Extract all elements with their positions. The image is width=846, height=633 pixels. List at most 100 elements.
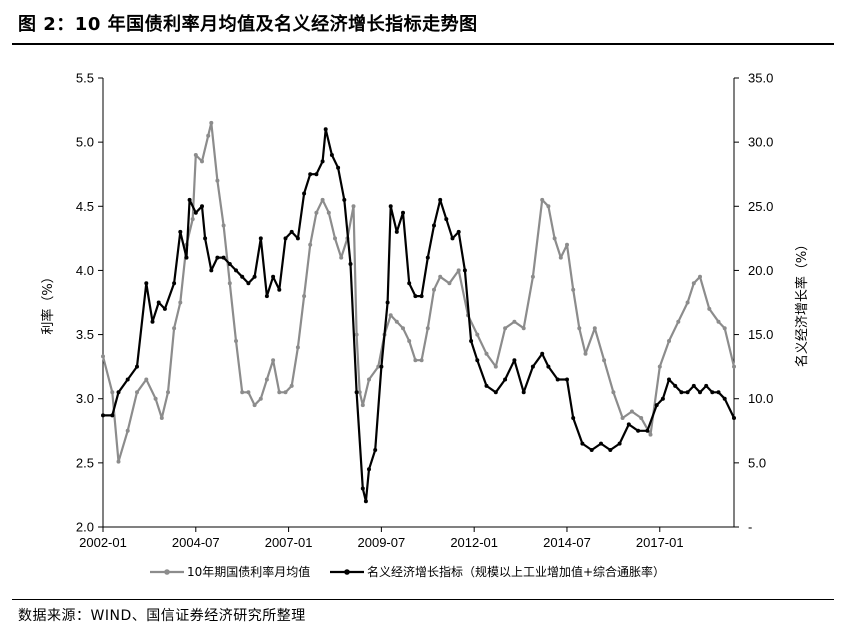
series-2-point (342, 197, 347, 202)
series-1-point (732, 364, 736, 369)
series-1-point (227, 281, 232, 286)
series-2-point (246, 281, 251, 286)
series-2-point (264, 294, 269, 299)
series-1-point (277, 390, 282, 395)
series-2-point (193, 210, 198, 215)
series-1-point (178, 300, 183, 305)
series-2-point (521, 390, 526, 395)
series-2-point (101, 413, 105, 418)
series-2-point (178, 229, 183, 234)
series-1-point (707, 306, 712, 311)
series-1-point (611, 390, 616, 395)
series-2-point (234, 268, 238, 273)
left-tick-label: 4.5 (76, 199, 94, 214)
left-tick-label: 5.0 (76, 135, 94, 150)
left-tick-label: 2.5 (76, 455, 94, 470)
source-note: 数据来源：WIND、国信证券经济研究所整理 (18, 608, 306, 624)
series-1-point (602, 358, 607, 363)
series-2-point (215, 255, 220, 260)
series-1-point (691, 281, 696, 286)
series-1-point (314, 210, 319, 215)
series-2-point (444, 217, 449, 222)
series-2-point (599, 441, 603, 446)
series-1-point (125, 428, 130, 433)
series-2-point (722, 396, 727, 401)
series-2-point (172, 281, 177, 286)
series-2-point (571, 416, 576, 420)
series-2-point (116, 390, 121, 395)
x-tick-label: 2004-07 (172, 535, 220, 550)
series-2-point (660, 396, 665, 401)
series-2-point (385, 300, 390, 305)
series-1-point (419, 358, 424, 363)
series-1-point (540, 197, 545, 202)
series-1-point (221, 223, 226, 228)
x-tick-label: 2009-07 (358, 535, 406, 550)
series-2-point (685, 390, 690, 395)
series-1-point (153, 396, 158, 401)
series-1-point (521, 326, 526, 331)
series-2-point (407, 281, 412, 286)
series-1-point (159, 416, 164, 420)
right-axis-title: 名义经济增长率（%） (794, 238, 810, 367)
series-2-point (367, 467, 371, 472)
series-1-point (388, 313, 393, 318)
series-1-point (583, 351, 588, 356)
series-1-point (530, 274, 535, 279)
x-tick-label: 2012-01 (450, 535, 498, 550)
series-2-point (187, 197, 192, 202)
series-2-point (184, 255, 189, 260)
series-2-point (636, 428, 641, 433)
series-1-point (135, 390, 139, 395)
right-tick-label: 30.0 (748, 135, 773, 150)
series-1-point (283, 390, 288, 395)
series-2-point (227, 262, 232, 266)
series-2-point (425, 255, 430, 260)
left-tick-label: 3.0 (76, 391, 94, 406)
series-2-point (716, 390, 721, 395)
series-1-point (320, 197, 325, 202)
series-1-point (685, 300, 690, 305)
series-1-point (456, 268, 461, 273)
legend-label-1: 10年期国债利率月均值 (187, 564, 310, 579)
series-1-point (215, 178, 220, 183)
series-2-point (512, 358, 517, 363)
series-1-point (209, 120, 214, 125)
series-1-point (503, 326, 508, 331)
series-1-point (438, 274, 443, 279)
series-2-point (679, 390, 684, 395)
series-2-point (379, 364, 384, 369)
series-2-point (162, 306, 167, 311)
series-1-point (110, 390, 115, 395)
series-2-point (200, 204, 204, 209)
series-1-point (447, 281, 452, 286)
series-2-point (710, 390, 715, 395)
series-2-point (654, 403, 659, 408)
series-1-point (354, 332, 359, 337)
series-2-point (258, 236, 263, 241)
series-1-point (264, 377, 269, 382)
right-tick-label: - (748, 520, 752, 535)
title-divider (12, 43, 834, 45)
series-1-point (546, 204, 551, 209)
series-1-point (326, 210, 331, 215)
series-2-point (295, 236, 300, 241)
series-2-point (156, 300, 161, 305)
series-2-point (456, 229, 461, 234)
series-2-point (308, 172, 313, 177)
right-tick-label: 5.0 (748, 455, 766, 470)
series-2-point (503, 377, 508, 382)
series-2-point (289, 229, 294, 234)
series-2-point (691, 383, 696, 388)
series-2-point (394, 229, 399, 234)
series-1-point (295, 345, 300, 350)
series-2-point (546, 364, 551, 369)
series-1-point (565, 242, 569, 247)
left-tick-label: 4.0 (76, 263, 94, 278)
series-1-point (552, 236, 557, 241)
series-2-point (277, 287, 282, 292)
series-2-point (617, 441, 622, 446)
series-1-point (116, 459, 121, 464)
series-1-point (252, 403, 257, 408)
series-2-point (329, 153, 334, 157)
